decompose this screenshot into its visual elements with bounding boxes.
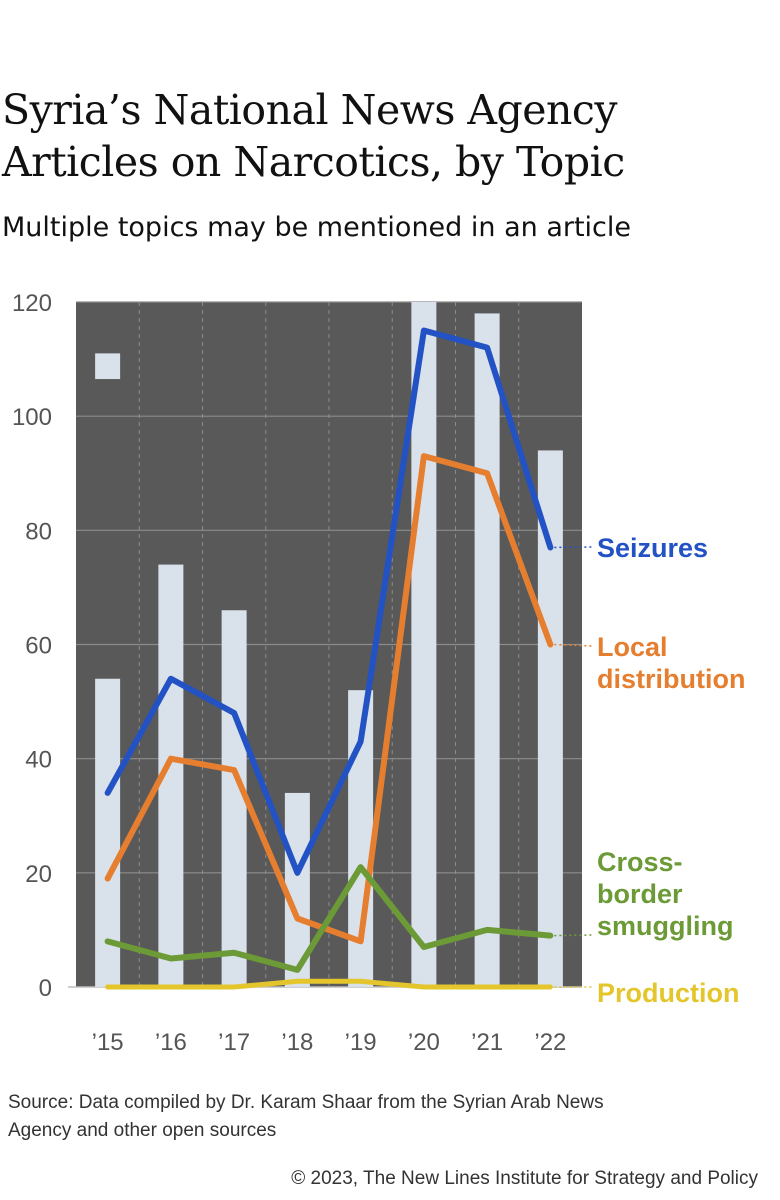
series-label-line: smuggling <box>597 911 734 941</box>
series-line <box>105 978 553 990</box>
series-label: Cross-border smuggling <box>597 847 734 941</box>
bar <box>537 450 563 987</box>
x-tick-label: ’16 <box>155 1029 187 1056</box>
x-tick-label: ’22 <box>534 1029 566 1056</box>
copyright-note: © 2023, The New Lines Institute for Stra… <box>291 1168 758 1189</box>
x-tick-label: ’19 <box>345 1029 377 1056</box>
x-tick-label: ’15 <box>92 1029 124 1056</box>
y-tick-label: 100 <box>12 404 52 431</box>
series-line <box>104 327 554 876</box>
y-tick-label: 80 <box>25 518 52 545</box>
leader-line <box>554 934 593 937</box>
chart-title: Syria’s National News Agency Articles on… <box>2 86 625 186</box>
x-tick-label: ’20 <box>408 1029 440 1056</box>
bar <box>474 313 500 988</box>
series-label-line: Cross- <box>597 847 683 877</box>
chart-subtitle: Multiple topics may be mentioned in an a… <box>2 212 632 243</box>
series-label: Production <box>597 978 740 1008</box>
y-tick-label: 60 <box>25 633 52 660</box>
y-tick-label: 0 <box>39 975 52 1002</box>
series-line <box>104 453 554 945</box>
bar <box>95 678 121 987</box>
leader-line <box>554 643 593 647</box>
series-label-line: Production <box>597 978 740 1008</box>
y-tick-label: 40 <box>25 747 52 774</box>
series-line <box>104 864 554 973</box>
y-tick-label: 20 <box>25 861 52 888</box>
x-tick-label: ’17 <box>218 1029 250 1056</box>
narcotics-topics-chart: 0 20 40 60 80 100 120 ’15 ’16 ’17 ’18 ’19 ’20 ’21 ’22… <box>12 290 746 1056</box>
series-label-line: Seizures <box>597 533 708 563</box>
series-label-line: border <box>597 879 683 909</box>
bar <box>221 610 247 987</box>
series-label: Seizures <box>597 533 708 563</box>
x-tick-label: ’21 <box>471 1029 503 1056</box>
series-label-line: distribution <box>597 664 745 694</box>
source-note: Source: Data compiled by Dr. Karam Shaar… <box>8 1092 604 1141</box>
bar-marker <box>95 353 121 380</box>
series-label-line: Local <box>597 632 668 662</box>
x-tick-label: ’18 <box>281 1029 313 1056</box>
y-tick-label: 120 <box>12 290 52 317</box>
bar <box>411 302 437 987</box>
series-label: Local distribution <box>597 632 745 694</box>
